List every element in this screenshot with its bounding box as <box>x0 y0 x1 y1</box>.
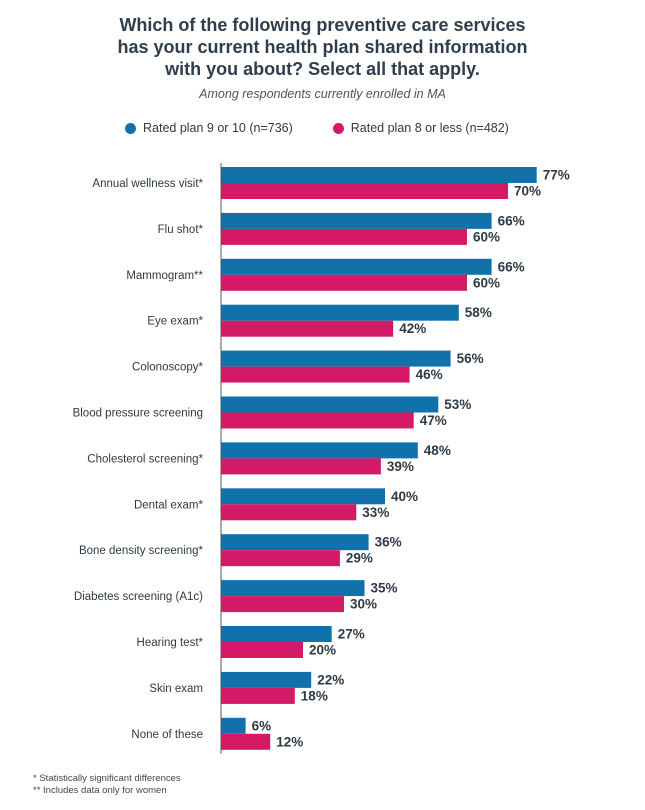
bar-series-2 <box>221 183 508 199</box>
bar-series-2 <box>221 458 381 475</box>
bar-series-1 <box>221 534 369 551</box>
data-label-series-1: 56% <box>457 351 484 366</box>
category-label: Mammogram** <box>126 270 203 282</box>
data-label-series-2: 42% <box>399 321 426 336</box>
category-label: Blood pressure screening <box>73 408 203 420</box>
category-label: Eye exam* <box>147 316 203 328</box>
data-label-series-1: 36% <box>375 535 402 550</box>
data-label-series-1: 35% <box>371 581 398 596</box>
data-label-series-1: 66% <box>498 213 525 228</box>
bar-series-1 <box>221 442 418 459</box>
bar-series-1 <box>221 350 451 367</box>
data-label-series-2: 20% <box>309 643 336 658</box>
legend-item-series-1: Rated plan 9 or 10 (n=736) <box>125 121 293 135</box>
data-label-series-1: 58% <box>465 305 492 320</box>
footnotes: * Statistically significant differences … <box>33 773 181 797</box>
bar-series-2 <box>221 733 271 750</box>
bar-series-2 <box>221 366 410 383</box>
category-label: Annual wellness visit* <box>92 178 203 190</box>
legend-swatch-series-2 <box>332 122 344 134</box>
data-label-series-2: 29% <box>346 551 373 566</box>
bar-series-2 <box>221 320 394 337</box>
bar-series-2 <box>221 642 303 658</box>
category-label: None of these <box>131 729 203 741</box>
bar-series-1 <box>221 212 492 229</box>
bar-series-1 <box>221 671 312 688</box>
category-label: Cholesterol screening* <box>87 453 203 465</box>
category-label: Hearing test* <box>137 637 204 649</box>
footnote-1: * Statistically significant differences <box>33 773 181 784</box>
bar-series-2 <box>221 550 340 567</box>
legend-label-series-2: Rated plan 8 or less (n=482) <box>350 121 509 135</box>
data-label-series-2: 12% <box>276 734 303 749</box>
title-line-3: with you about? Select all that apply. <box>165 59 480 79</box>
bar-series-1 <box>221 488 385 505</box>
legend-item-series-2: Rated plan 8 or less (n=482) <box>332 121 509 135</box>
legend-swatch-series-1 <box>125 122 136 134</box>
bar-series-1 <box>221 396 439 413</box>
category-label: Bone density screening* <box>79 545 204 557</box>
data-label-series-1: 40% <box>391 489 418 504</box>
bar-series-2 <box>221 412 414 429</box>
category-label: Skin exam <box>149 683 203 695</box>
chart-subtitle: Among respondents currently enrolled in … <box>199 87 446 101</box>
data-label-series-2: 46% <box>416 367 443 382</box>
bar-series-1 <box>221 580 365 597</box>
data-label-series-2: 39% <box>387 459 414 474</box>
data-label-series-2: 18% <box>301 688 328 703</box>
data-label-series-2: 47% <box>420 413 447 428</box>
data-label-series-1: 27% <box>338 627 365 642</box>
category-label: Flu shot* <box>158 224 204 236</box>
title-line-2: has your current health plan shared info… <box>117 37 528 57</box>
data-label-series-1: 53% <box>444 397 471 412</box>
chart-title: Which of the following preventive care s… <box>0 14 645 80</box>
footnote-2: ** Includes data only for women <box>33 785 167 796</box>
legend-label-series-1: Rated plan 9 or 10 (n=736) <box>143 121 293 135</box>
data-label-series-2: 70% <box>514 184 541 199</box>
data-label-series-1: 48% <box>424 443 451 458</box>
chart-legend: Rated plan 9 or 10 (n=736) Rated plan 8 … <box>125 121 509 135</box>
category-label: Colonoscopy* <box>132 362 203 374</box>
data-label-series-2: 60% <box>473 229 500 244</box>
bar-series-1 <box>221 304 459 321</box>
bar-series-2 <box>221 504 357 521</box>
category-label: Dental exam* <box>134 499 204 511</box>
bar-series-2 <box>221 274 467 291</box>
title-line-1: Which of the following preventive care s… <box>119 15 526 35</box>
bar-series-1 <box>221 626 332 642</box>
data-label-series-1: 66% <box>498 259 525 274</box>
bar-series-2 <box>221 596 344 613</box>
bar-series-2 <box>221 228 467 245</box>
bar-series-1 <box>221 258 492 275</box>
data-label-series-1: 77% <box>543 168 570 183</box>
bar-series-1 <box>221 717 246 734</box>
bar-series-2 <box>221 687 295 704</box>
data-label-series-2: 33% <box>362 505 389 520</box>
category-label: Diabetes screening (A1c) <box>74 591 203 603</box>
data-label-series-2: 60% <box>473 275 500 290</box>
data-label-series-1: 22% <box>317 672 344 687</box>
bar-series-1 <box>221 167 537 183</box>
data-label-series-1: 6% <box>252 718 272 733</box>
data-label-series-2: 30% <box>350 597 377 612</box>
